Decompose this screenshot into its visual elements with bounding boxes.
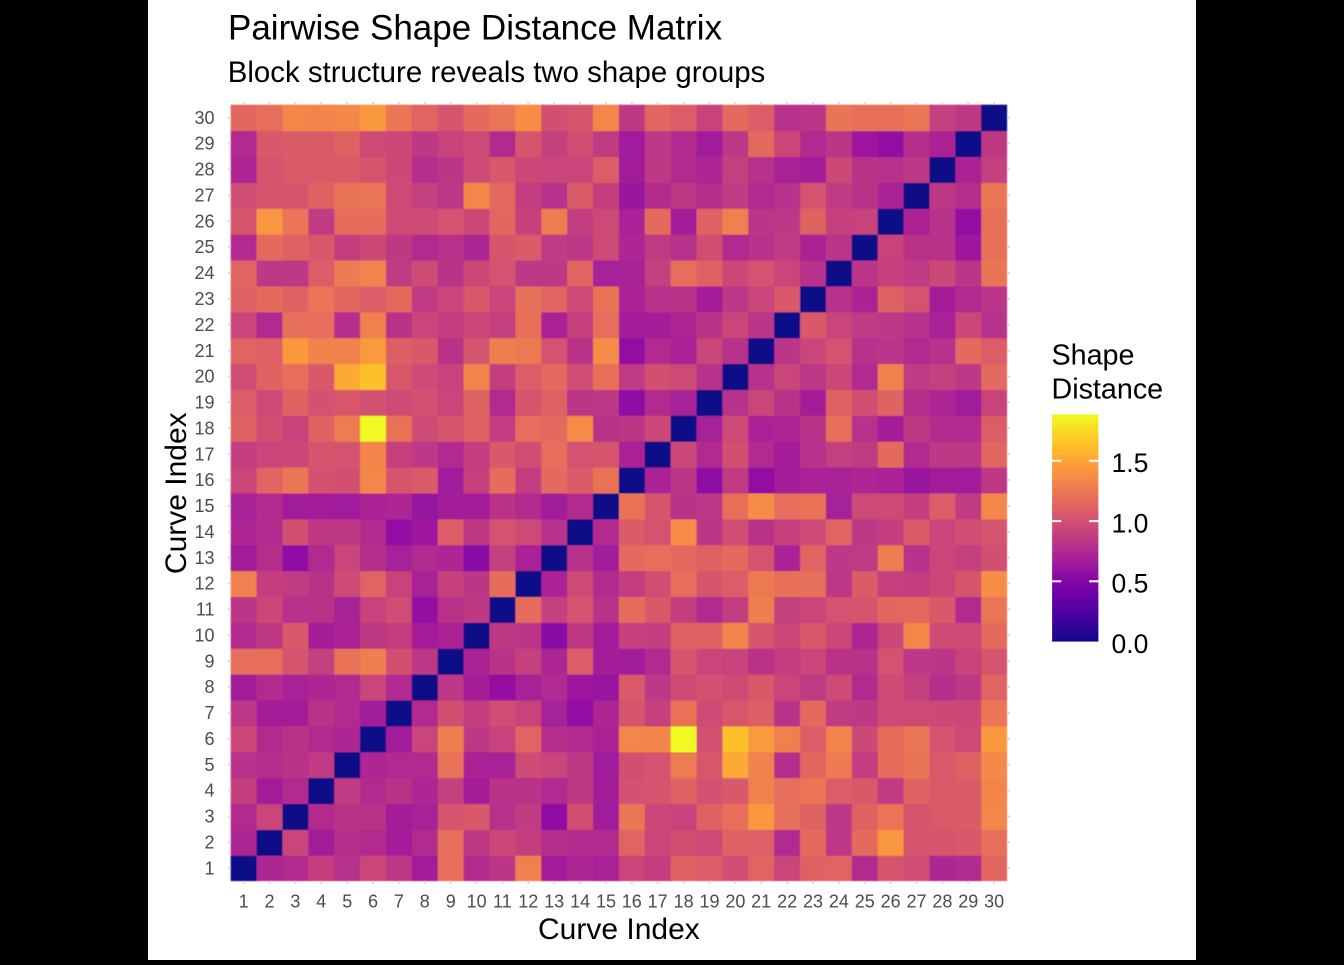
svg-text:22: 22 [777, 891, 797, 911]
svg-text:21: 21 [751, 891, 771, 911]
svg-text:6: 6 [204, 729, 214, 749]
svg-text:23: 23 [194, 289, 214, 309]
svg-text:1: 1 [239, 891, 249, 911]
svg-text:Distance: Distance [1052, 374, 1164, 406]
svg-text:3: 3 [290, 891, 300, 911]
svg-text:21: 21 [194, 341, 214, 361]
svg-text:Block structure reveals two sh: Block structure reveals two shape groups [228, 56, 765, 89]
svg-text:23: 23 [803, 891, 823, 911]
svg-text:19: 19 [699, 891, 719, 911]
svg-text:26: 26 [881, 891, 901, 911]
svg-text:12: 12 [518, 891, 538, 911]
svg-text:25: 25 [855, 891, 875, 911]
svg-text:Shape: Shape [1052, 340, 1135, 372]
svg-text:Curve Index: Curve Index [160, 412, 193, 574]
svg-text:18: 18 [194, 418, 214, 438]
svg-text:1.5: 1.5 [1112, 448, 1149, 478]
svg-text:17: 17 [194, 444, 214, 464]
svg-text:4: 4 [204, 781, 214, 801]
svg-text:4: 4 [316, 891, 326, 911]
svg-text:11: 11 [196, 600, 215, 620]
svg-text:0.5: 0.5 [1112, 569, 1149, 599]
svg-text:26: 26 [194, 211, 214, 231]
svg-text:15: 15 [596, 891, 616, 911]
svg-text:5: 5 [342, 891, 352, 911]
svg-text:29: 29 [194, 134, 214, 154]
svg-text:24: 24 [829, 891, 849, 911]
svg-text:9: 9 [446, 891, 456, 911]
svg-text:14: 14 [570, 891, 590, 911]
svg-text:3: 3 [204, 807, 214, 827]
svg-text:6: 6 [368, 891, 378, 911]
svg-text:12: 12 [194, 574, 214, 594]
svg-text:5: 5 [204, 755, 214, 775]
svg-text:19: 19 [194, 393, 214, 413]
svg-text:7: 7 [394, 891, 404, 911]
svg-text:10: 10 [467, 891, 487, 911]
svg-text:14: 14 [194, 522, 214, 542]
svg-text:8: 8 [204, 677, 214, 697]
svg-text:27: 27 [194, 186, 214, 206]
svg-text:24: 24 [194, 263, 214, 283]
svg-text:Pairwise Shape Distance Matrix: Pairwise Shape Distance Matrix [228, 9, 723, 48]
svg-text:11: 11 [493, 891, 512, 911]
svg-text:10: 10 [194, 625, 214, 645]
svg-text:17: 17 [648, 891, 668, 911]
svg-text:9: 9 [204, 651, 214, 671]
svg-text:18: 18 [674, 891, 694, 911]
svg-text:29: 29 [958, 891, 978, 911]
svg-text:20: 20 [725, 891, 745, 911]
svg-text:20: 20 [194, 367, 214, 387]
svg-text:2: 2 [204, 833, 214, 853]
svg-text:1.0: 1.0 [1112, 508, 1149, 538]
svg-text:28: 28 [932, 891, 952, 911]
svg-text:16: 16 [622, 891, 642, 911]
svg-text:16: 16 [194, 470, 214, 490]
svg-text:13: 13 [544, 891, 564, 911]
svg-text:8: 8 [420, 891, 430, 911]
svg-text:28: 28 [194, 160, 214, 180]
svg-text:27: 27 [906, 891, 926, 911]
svg-text:7: 7 [204, 703, 214, 723]
svg-text:25: 25 [194, 237, 214, 257]
svg-text:0.0: 0.0 [1112, 629, 1149, 659]
svg-text:1: 1 [204, 858, 214, 878]
svg-text:30: 30 [984, 891, 1004, 911]
svg-text:Curve Index: Curve Index [538, 913, 700, 946]
svg-text:30: 30 [194, 108, 214, 128]
svg-text:13: 13 [194, 548, 214, 568]
svg-text:15: 15 [194, 496, 214, 516]
svg-text:2: 2 [264, 891, 274, 911]
svg-text:22: 22 [194, 315, 214, 335]
